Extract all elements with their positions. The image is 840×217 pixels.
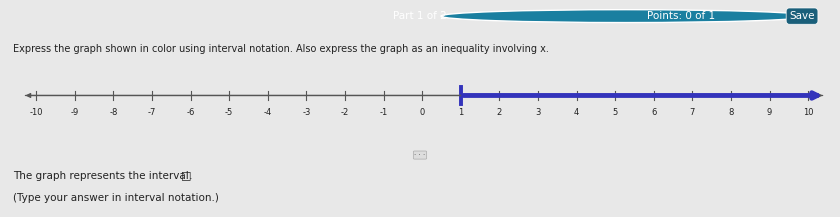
- Circle shape: [441, 10, 811, 23]
- Text: 9: 9: [767, 108, 772, 117]
- Text: -3: -3: [302, 108, 311, 117]
- Text: Express the graph shown in color using interval notation. Also express the graph: Express the graph shown in color using i…: [13, 44, 549, 54]
- Text: (Type your answer in interval notation.): (Type your answer in interval notation.): [13, 193, 218, 203]
- Text: -10: -10: [29, 108, 43, 117]
- Text: 3: 3: [535, 108, 541, 117]
- Text: · · ·: · · ·: [414, 152, 426, 158]
- Text: -2: -2: [341, 108, 349, 117]
- Text: 5: 5: [612, 108, 617, 117]
- Text: □: □: [181, 171, 192, 181]
- Text: -4: -4: [264, 108, 272, 117]
- Text: 4: 4: [574, 108, 579, 117]
- Text: 2: 2: [496, 108, 502, 117]
- Text: -6: -6: [186, 108, 195, 117]
- Text: -1: -1: [380, 108, 387, 117]
- Text: The graph represents the interval: The graph represents the interval: [13, 171, 188, 181]
- Text: 8: 8: [728, 108, 733, 117]
- Text: -7: -7: [148, 108, 156, 117]
- Text: -9: -9: [71, 108, 79, 117]
- Text: -8: -8: [109, 108, 118, 117]
- Text: -5: -5: [225, 108, 234, 117]
- Text: Part 1 of 2: Part 1 of 2: [393, 11, 447, 21]
- Text: 1: 1: [458, 108, 464, 117]
- Text: 10: 10: [803, 108, 813, 117]
- Text: Points: 0 of 1: Points: 0 of 1: [647, 11, 715, 21]
- Text: 0: 0: [419, 108, 425, 117]
- Text: 6: 6: [651, 108, 656, 117]
- Text: .: .: [189, 171, 192, 181]
- Text: Save: Save: [790, 11, 815, 21]
- Text: 7: 7: [690, 108, 695, 117]
